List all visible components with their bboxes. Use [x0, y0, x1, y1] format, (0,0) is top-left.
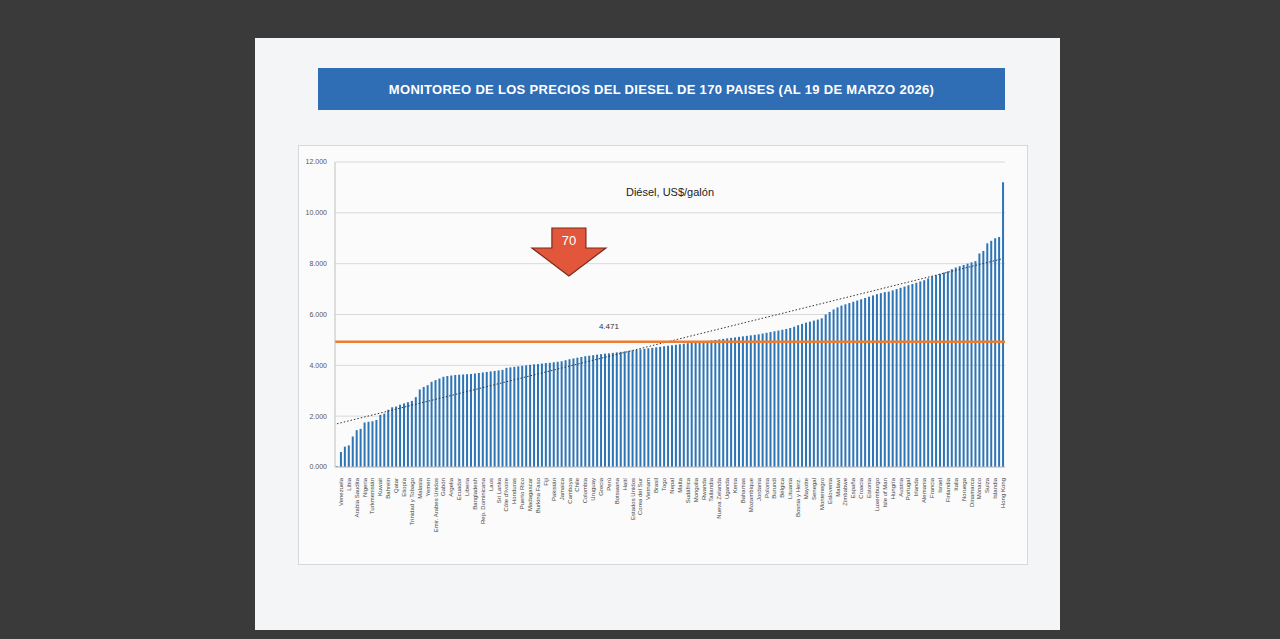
svg-text:Ecuador: Ecuador [456, 478, 462, 500]
svg-text:España: España [850, 477, 856, 498]
svg-text:2.000: 2.000 [309, 413, 327, 420]
svg-text:Polonia: Polonia [764, 477, 770, 498]
svg-text:Lituania: Lituania [787, 477, 793, 499]
svg-text:Emir. Arabes Unidos: Emir. Arabes Unidos [433, 478, 439, 532]
svg-text:Burundi: Burundi [771, 478, 777, 499]
svg-text:10.000: 10.000 [306, 209, 328, 216]
svg-text:Qatar: Qatar [393, 478, 399, 493]
svg-text:Bahrein: Bahrein [385, 478, 391, 499]
svg-text:Kenia: Kenia [732, 477, 738, 493]
svg-text:Austria: Austria [898, 477, 904, 496]
svg-text:Sri Lanka: Sri Lanka [496, 477, 502, 503]
svg-text:Arabia Saudita: Arabia Saudita [354, 477, 360, 517]
svg-text:Mozambique: Mozambique [748, 477, 754, 512]
svg-text:4.471: 4.471 [599, 322, 620, 331]
svg-text:Côte d'Ivoire: Côte d'Ivoire [503, 477, 509, 511]
svg-text:Trinidad y Tobago: Trinidad y Tobago [409, 477, 415, 525]
svg-text:Estonia: Estonia [866, 477, 872, 498]
svg-text:Croacia: Croacia [858, 477, 864, 498]
svg-text:Chile: Chile [574, 477, 580, 491]
svg-text:Finlandia: Finlandia [945, 477, 951, 502]
svg-text:4.000: 4.000 [309, 362, 327, 369]
svg-text:Noruega: Noruega [961, 477, 967, 501]
svg-text:Israel: Israel [937, 478, 943, 493]
svg-text:Vietnam: Vietnam [645, 478, 651, 500]
svg-text:Bangladesh: Bangladesh [472, 478, 478, 510]
svg-text:Togo: Togo [661, 477, 667, 491]
svg-text:Luxemburgo: Luxemburgo [874, 477, 880, 511]
svg-text:Alemania: Alemania [921, 477, 927, 503]
svg-text:Mónaco: Mónaco [976, 477, 982, 499]
svg-text:Botswana: Botswana [614, 477, 620, 504]
svg-text:Irlanda: Irlanda [913, 477, 919, 496]
svg-text:Senegal: Senegal [811, 478, 817, 500]
svg-text:Tailandia: Tailandia [708, 477, 714, 501]
svg-text:Perú: Perú [606, 478, 612, 491]
svg-text:0.000: 0.000 [309, 463, 327, 470]
svg-text:Burkina Faso: Burkina Faso [535, 477, 541, 513]
svg-text:Rep. Dominicana: Rep. Dominicana [480, 477, 486, 524]
svg-text:Hong Kong: Hong Kong [1000, 478, 1006, 508]
svg-text:70: 70 [562, 233, 576, 248]
svg-text:Etiopía: Etiopía [401, 477, 407, 496]
svg-text:Estados Unidos: Estados Unidos [630, 478, 636, 520]
svg-text:Rwanda: Rwanda [701, 477, 707, 500]
svg-text:Fiji: Fiji [543, 478, 549, 486]
svg-text:6.000: 6.000 [309, 311, 327, 318]
svg-text:Grecia: Grecia [598, 477, 604, 495]
svg-text:Malawi: Malawi [835, 478, 841, 497]
svg-text:Uganda: Uganda [724, 477, 730, 499]
svg-text:Venezuela: Venezuela [338, 477, 344, 506]
svg-text:Jordania: Jordania [756, 477, 762, 501]
html-text:Diésel, US$/galón: Diésel, US$/galón [626, 186, 714, 198]
svg-text:Portugal: Portugal [905, 478, 911, 500]
svg-text:Hungría: Hungría [890, 477, 896, 499]
svg-text:Brasil: Brasil [653, 478, 659, 493]
svg-text:Puerto Rico: Puerto Rico [519, 477, 525, 509]
svg-text:Laos: Laos [488, 478, 494, 491]
svg-text:Sudáfrica: Sudáfrica [685, 477, 691, 503]
svg-text:Uruguay: Uruguay [590, 478, 596, 501]
svg-text:Isle of Man: Isle of Man [882, 478, 888, 507]
svg-text:Malta: Malta [677, 477, 683, 492]
svg-text:Zimbabwe: Zimbabwe [842, 477, 848, 505]
svg-text:Mongolia: Mongolia [693, 477, 699, 502]
svg-text:Montenegro: Montenegro [819, 477, 825, 510]
svg-text:Jamaica: Jamaica [559, 477, 565, 500]
svg-text:Corea del Sur: Corea del Sur [637, 478, 643, 515]
svg-text:Dinamarca: Dinamarca [969, 477, 975, 507]
svg-text:Nepal: Nepal [669, 478, 675, 494]
svg-text:Eslovenia: Eslovenia [827, 477, 833, 504]
svg-text:Honduras: Honduras [511, 478, 517, 504]
svg-text:Bélgica: Bélgica [779, 477, 785, 497]
svg-text:Pakistán: Pakistán [551, 478, 557, 501]
svg-text:Nigeria: Nigeria [362, 477, 368, 497]
svg-text:Liberia: Liberia [464, 477, 470, 496]
svg-text:Francia: Francia [929, 477, 935, 498]
svg-text:Gabón: Gabón [440, 478, 446, 496]
svg-text:Malasia: Malasia [417, 477, 423, 498]
svg-text:Yemen: Yemen [425, 478, 431, 496]
svg-text:Libia: Libia [346, 477, 352, 490]
svg-text:Camboya: Camboya [567, 477, 573, 503]
svg-text:Islandia: Islandia [992, 477, 998, 498]
svg-text:Argelia: Argelia [448, 477, 454, 496]
svg-text:Nueva Zelanda: Nueva Zelanda [716, 477, 722, 518]
svg-text:Bahamas: Bahamas [740, 478, 746, 503]
svg-text:Mayotte: Mayotte [803, 477, 809, 499]
svg-text:Kuwait: Kuwait [377, 478, 383, 496]
svg-text:Bosnia y Herz.: Bosnia y Herz. [795, 478, 801, 517]
svg-text:12.000: 12.000 [306, 158, 328, 165]
html-text:MONITOREO DE LOS PRECIOS DEL D: MONITOREO DE LOS PRECIOS DEL DIESEL DE 1… [388, 81, 935, 97]
svg-text:Turkmenistán: Turkmenistán [369, 478, 375, 514]
svg-text:Italia: Italia [953, 477, 959, 490]
svg-text:Colombia: Colombia [582, 477, 588, 503]
svg-text:Madagascar: Madagascar [527, 478, 533, 511]
svg-text:8.000: 8.000 [309, 260, 327, 267]
svg-text:Suiza: Suiza [984, 477, 990, 493]
svg-text:Haití: Haití [622, 478, 628, 491]
